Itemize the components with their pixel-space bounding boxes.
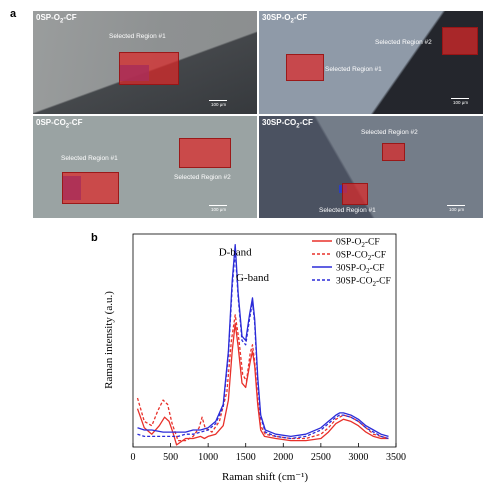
scale-bar	[209, 205, 227, 206]
micrograph-0sp-o2-cf: 0SP-O2-CF Selected Region #1 100 μm	[33, 11, 257, 114]
selected-region-1	[62, 172, 119, 204]
scale-label: 100 μm	[449, 207, 465, 212]
selected-region-1	[286, 54, 324, 81]
region-label: Selected Region #1	[325, 66, 382, 73]
scale-label: 100 μm	[211, 207, 227, 212]
legend-entry: 0SP-O2-CF	[336, 238, 380, 250]
micrograph-title: 30SP-O2-CF	[262, 13, 308, 25]
micrograph-title: 0SP-O2-CF	[36, 13, 77, 25]
peak-annotation: G-band	[236, 272, 269, 284]
micrograph-30sp-o2-cf: 30SP-O2-CF Selected Region #2 Selected R…	[259, 11, 483, 114]
panel-b-label: b	[91, 232, 98, 244]
x-tick-label: 2000	[273, 452, 293, 463]
micrograph-0sp-co2-cf: 0SP-CO2-CF Selected Region #1 Selected R…	[33, 116, 257, 218]
legend-entry: 0SP-CO2-CF	[336, 251, 386, 263]
scale-label: 100 μm	[453, 100, 469, 105]
x-tick-label: 0	[131, 452, 136, 463]
legend-entry: 30SP-O2-CF	[336, 264, 384, 276]
micrograph-title: 0SP-CO2-CF	[36, 118, 83, 130]
scale-bar	[451, 98, 469, 99]
region-label: Selected Region #1	[61, 155, 118, 162]
legend-entry: 30SP-CO2-CF	[336, 277, 391, 289]
scale-bar	[209, 100, 227, 101]
scale-label: 100 μm	[211, 102, 227, 107]
region-label: Selected Region #1	[109, 33, 166, 40]
selected-region-2	[382, 143, 405, 161]
region-label: Selected Region #2	[361, 129, 418, 136]
x-tick-label: 1500	[236, 452, 256, 463]
panel-a-label: a	[10, 8, 17, 20]
x-tick-label: 2500	[311, 452, 331, 463]
peak-annotation: D-band	[219, 246, 252, 258]
series-line	[137, 250, 389, 440]
region-label: Selected Region #2	[375, 39, 432, 46]
x-axis-label: Raman shift (cm⁻¹)	[222, 471, 308, 483]
plot-frame	[132, 233, 397, 448]
y-axis-label: Raman intensity (a.u.)	[103, 291, 115, 389]
selected-region-1	[342, 183, 368, 205]
series-line	[136, 322, 389, 446]
scale-bar	[447, 205, 465, 206]
micrograph-title: 30SP-CO2-CF	[262, 118, 313, 130]
selected-region-2	[442, 27, 478, 55]
x-tick-label: 500	[163, 452, 178, 463]
region-label: Selected Region #2	[174, 174, 231, 181]
x-tick-label: 1000	[198, 452, 218, 463]
region-label: Selected Region #1	[319, 207, 376, 214]
selected-region-1	[119, 52, 179, 85]
selected-region-2	[179, 138, 231, 168]
x-tick-label: 3500	[386, 452, 406, 463]
micrograph-30sp-co2-cf: 30SP-CO2-CF Selected Region #2 Selected …	[259, 116, 483, 218]
x-tick-label: 3000	[348, 452, 368, 463]
series-line	[137, 244, 389, 438]
